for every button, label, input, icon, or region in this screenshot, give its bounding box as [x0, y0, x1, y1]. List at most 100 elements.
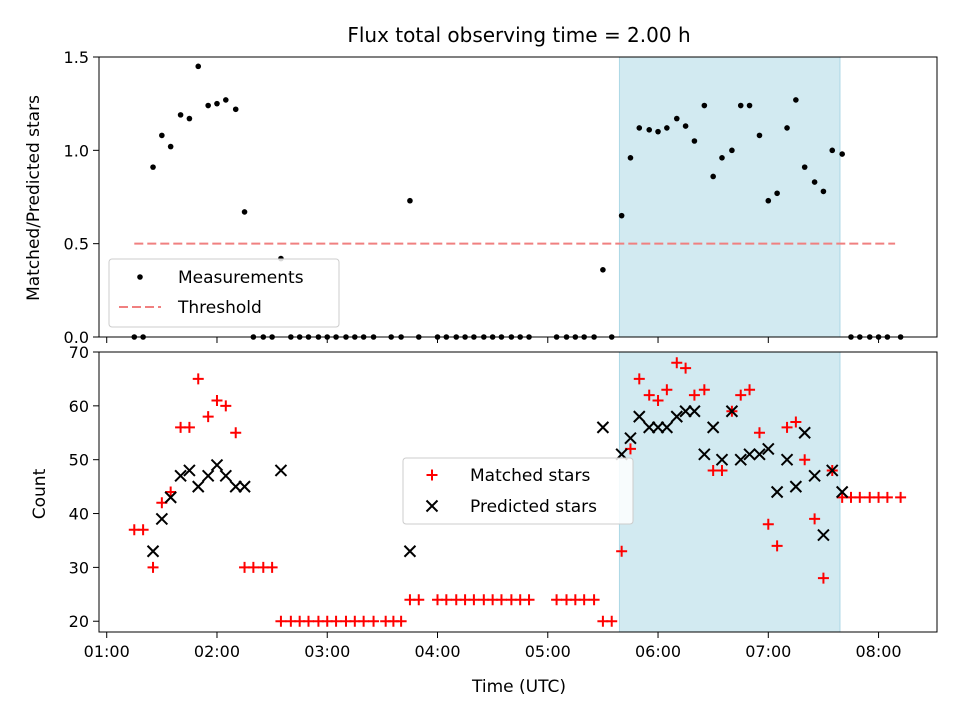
data-point	[201, 469, 215, 483]
data-point	[798, 426, 811, 439]
data-point	[330, 615, 342, 627]
data-point	[881, 491, 893, 503]
data-point	[735, 389, 747, 401]
data-point	[523, 594, 535, 606]
data-point	[275, 615, 287, 627]
data-point	[817, 572, 829, 584]
data-point	[743, 448, 756, 461]
data-point	[150, 164, 156, 170]
data-point	[155, 512, 169, 526]
data-point	[799, 454, 811, 466]
bottom-shaded-region	[618, 351, 841, 633]
data-point	[195, 63, 202, 70]
data-point	[223, 97, 229, 103]
data-point	[793, 97, 799, 103]
y-tick-label: 0.5	[64, 235, 89, 254]
top-panel-ratio: 0.0 0.5 1.0 1.5 Flux total observing time =…	[24, 23, 938, 347]
data-point	[146, 545, 160, 558]
data-point	[358, 615, 370, 627]
data-point	[165, 486, 177, 498]
data-point	[839, 151, 845, 157]
data-point	[725, 405, 739, 418]
data-point	[770, 485, 784, 499]
data-point	[230, 427, 242, 439]
data-point	[734, 453, 747, 466]
data-point	[247, 561, 259, 573]
shaded-region-rect	[618, 56, 841, 338]
data-point	[633, 410, 646, 423]
y-tick-label: 70	[69, 343, 89, 362]
data-point	[688, 389, 700, 401]
data-point	[633, 373, 645, 385]
data-point	[670, 410, 683, 423]
data-point	[174, 469, 187, 483]
data-point	[147, 561, 159, 573]
bottom-y-axis-label: Count	[30, 468, 50, 519]
data-point	[177, 112, 184, 118]
data-point	[596, 421, 610, 434]
data-point	[274, 464, 288, 477]
data-point	[606, 615, 618, 627]
data-point	[710, 173, 716, 180]
data-point	[588, 594, 600, 606]
data-point	[407, 197, 413, 204]
x-tick-label: 05:00	[525, 642, 571, 661]
y-tick-label: 50	[69, 451, 89, 470]
data-point	[682, 123, 689, 129]
data-point	[495, 594, 507, 606]
data-point	[652, 394, 664, 406]
bottom-x-axis-ticks: 01:00 02:00 03:00 04:00 05:00 06:00 07:00 08:00	[84, 632, 902, 661]
data-point	[801, 164, 808, 170]
x-tick-label: 03:00	[304, 642, 350, 661]
data-point	[303, 615, 314, 627]
data-point	[266, 561, 278, 573]
data-point	[895, 491, 907, 503]
top-y-axis-ticks: 0.0 0.5 1.0 1.5	[64, 48, 99, 347]
y-tick-label: 60	[69, 397, 89, 416]
data-point	[765, 197, 772, 204]
y-tick-label: 20	[69, 612, 89, 631]
counts-series	[128, 357, 907, 627]
legend-frame	[108, 258, 340, 328]
data-point	[210, 458, 224, 472]
data-point	[192, 373, 204, 385]
data-point	[835, 485, 849, 499]
x-axis-label: Time (UTC)	[471, 677, 566, 697]
data-point	[183, 464, 196, 477]
data-point	[854, 491, 866, 503]
data-point	[671, 357, 683, 369]
legend-frame	[402, 457, 634, 525]
data-point	[186, 115, 193, 122]
data-point	[808, 469, 821, 483]
data-point	[468, 594, 480, 606]
data-point	[403, 545, 417, 558]
data-point	[789, 480, 803, 493]
data-point	[627, 155, 634, 161]
data-point	[784, 125, 790, 131]
data-point	[688, 405, 701, 418]
data-point	[661, 384, 673, 396]
data-point	[780, 453, 794, 466]
bottom-y-axis-ticks: 20 30 40 50 60 70	[69, 343, 99, 631]
data-point	[701, 102, 708, 109]
data-point	[753, 448, 766, 461]
y-tick-label: 30	[69, 558, 89, 577]
data-point	[826, 464, 839, 477]
data-point	[651, 421, 665, 434]
data-point	[164, 491, 177, 504]
data-point	[746, 102, 753, 109]
top-y-axis-label: Matched/Predicted stars	[24, 95, 44, 301]
data-point	[719, 155, 725, 161]
data-point	[664, 125, 670, 131]
legend-marker-matched	[426, 469, 438, 481]
data-point	[219, 469, 233, 483]
data-point	[211, 394, 223, 406]
data-point	[817, 528, 830, 542]
x-tick-label: 07:00	[745, 642, 791, 661]
y-tick-label: 1.0	[64, 141, 89, 160]
top-x-axis-ticks	[106, 337, 880, 343]
data-point	[167, 143, 174, 150]
data-point	[729, 147, 735, 154]
bottom-plot-frame	[98, 351, 938, 633]
